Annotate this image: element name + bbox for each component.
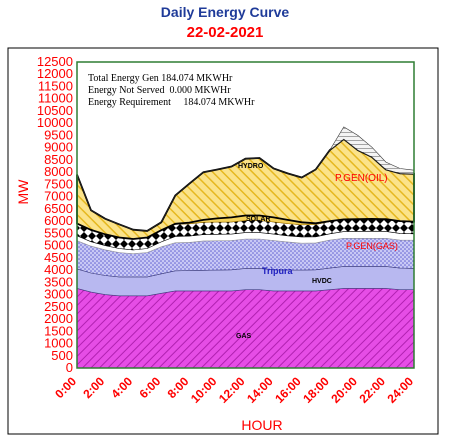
chart-title: Daily Energy Curve (160, 4, 290, 20)
y-tick-label: 11500 (38, 78, 73, 93)
annotation-requirement: Energy Requirement 184.074 MKWHr (88, 97, 255, 108)
y-tick-label: 0 (66, 360, 73, 375)
label-pgen-oil: P.GEN(OIL) (335, 173, 388, 184)
y-tick-label: 500 (51, 348, 73, 363)
y-tick-label: 9500 (44, 127, 73, 142)
y-tick-label: 8500 (44, 152, 73, 167)
x-axis-label: HOUR (241, 417, 282, 433)
plot-frame (76, 61, 415, 369)
annotation-total-gen: Total Energy Gen 184.074 MKWHr (88, 73, 233, 84)
label-gas: GAS (236, 333, 252, 340)
y-tick-label: 7000 (44, 189, 73, 204)
y-tick-label: 1000 (44, 336, 73, 351)
y-tick-label: 6500 (44, 201, 73, 216)
y-tick-label: 4000 (44, 262, 73, 277)
label-tripura: Tripura (262, 266, 294, 276)
y-tick-label: 3000 (44, 287, 73, 302)
label-hvdc: HVDC (312, 278, 332, 285)
y-tick-label: 12000 (37, 66, 73, 81)
y-tick-label: 11000 (38, 91, 73, 106)
y-tick-label: 5000 (44, 238, 73, 253)
y-tick-label: 6000 (44, 213, 73, 228)
y-tick-label: 10500 (37, 103, 73, 118)
y-axis-label: MW (15, 179, 31, 205)
y-tick-label: 1500 (44, 323, 73, 338)
y-tick-label: 3500 (44, 274, 73, 289)
y-tick-label: 7500 (44, 176, 73, 191)
y-tick-label: 12500 (37, 54, 73, 69)
label-pgen-gas: P.GEN(GAS) (346, 241, 398, 251)
area-gas (76, 288, 415, 369)
y-tick-label: 4500 (44, 250, 73, 265)
label-solar: SOLAR (246, 216, 271, 223)
y-tick-label: 5500 (44, 225, 73, 240)
y-tick-label: 9000 (44, 140, 73, 155)
y-tick-label: 2500 (44, 299, 73, 314)
y-tick-label: 8000 (44, 164, 73, 179)
label-hydro: HYDRO (238, 163, 264, 170)
y-tick-label: 10000 (37, 115, 73, 130)
annotation-not-served: Energy Not Served 0.000 MKWHr (88, 85, 231, 96)
chart-subtitle: 22-02-2021 (186, 24, 264, 41)
y-tick-label: 2000 (44, 311, 73, 326)
